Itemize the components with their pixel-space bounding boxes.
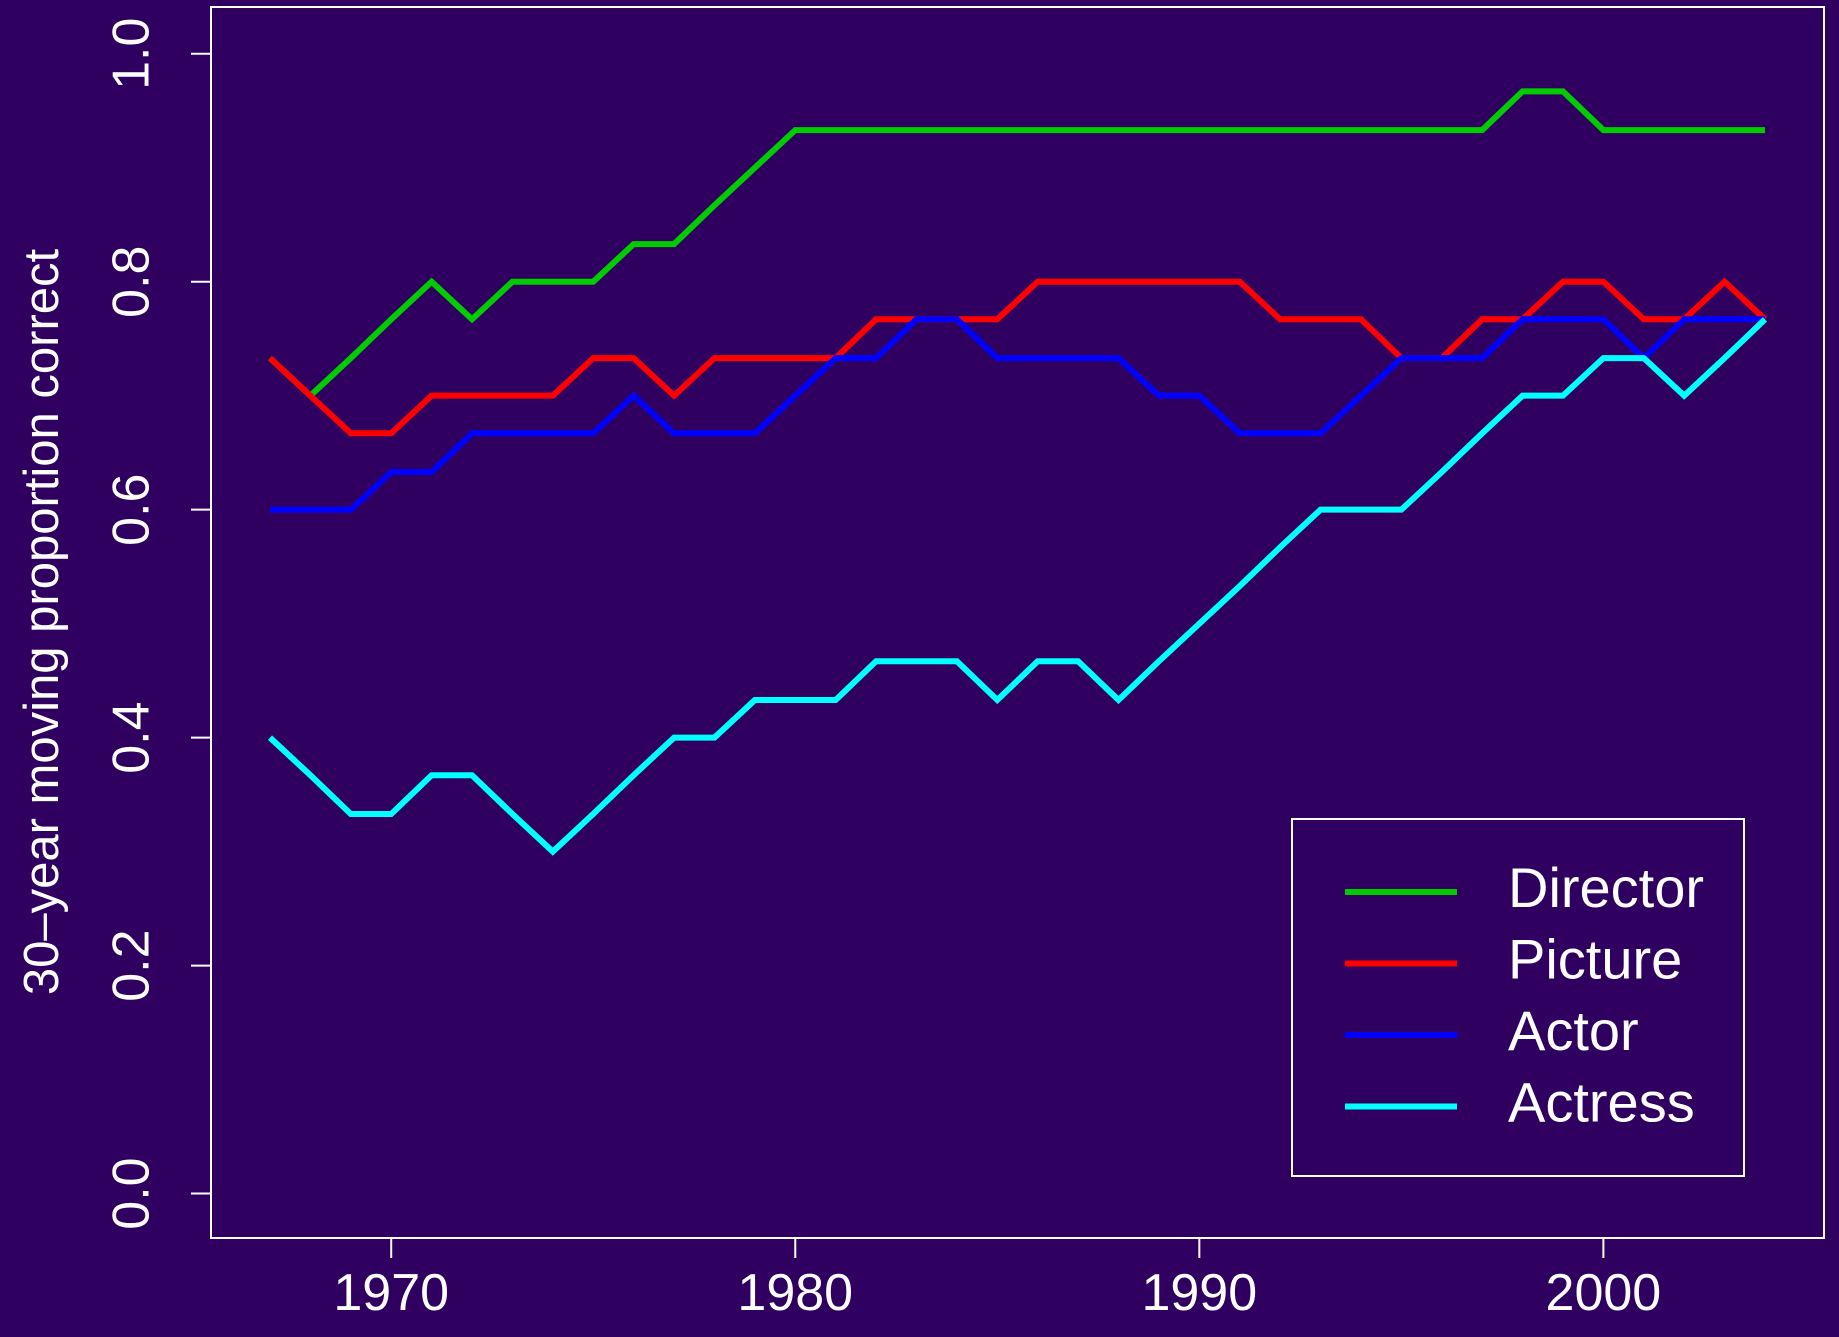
y-tick-label: 0.0 <box>103 1157 161 1229</box>
x-tick-label: 1990 <box>1141 1264 1257 1322</box>
series-line <box>267 277 1768 437</box>
y-tick-label: 0.6 <box>103 474 161 546</box>
y-tick-label: 1.0 <box>103 18 161 90</box>
x-tick-label: 1980 <box>737 1264 853 1322</box>
legend-label: Actress <box>1508 1070 1695 1133</box>
x-tick-label: 1970 <box>333 1264 449 1322</box>
series-line <box>267 317 1768 856</box>
legend-label: Director <box>1508 856 1704 919</box>
y-axis-label: 30–year moving proportion correct <box>15 248 69 995</box>
legend-box <box>1291 818 1745 1177</box>
series-line <box>269 316 1766 513</box>
legend-label: Picture <box>1508 927 1682 990</box>
y-tick-label: 0.4 <box>103 701 161 773</box>
y-tick-label: 0.2 <box>103 929 161 1001</box>
y-tick-label: 0.8 <box>103 246 161 318</box>
legend-label: Actor <box>1508 999 1639 1062</box>
series-line <box>267 88 1766 400</box>
plot-frame <box>210 6 1825 1239</box>
x-tick-label: 2000 <box>1546 1264 1662 1322</box>
